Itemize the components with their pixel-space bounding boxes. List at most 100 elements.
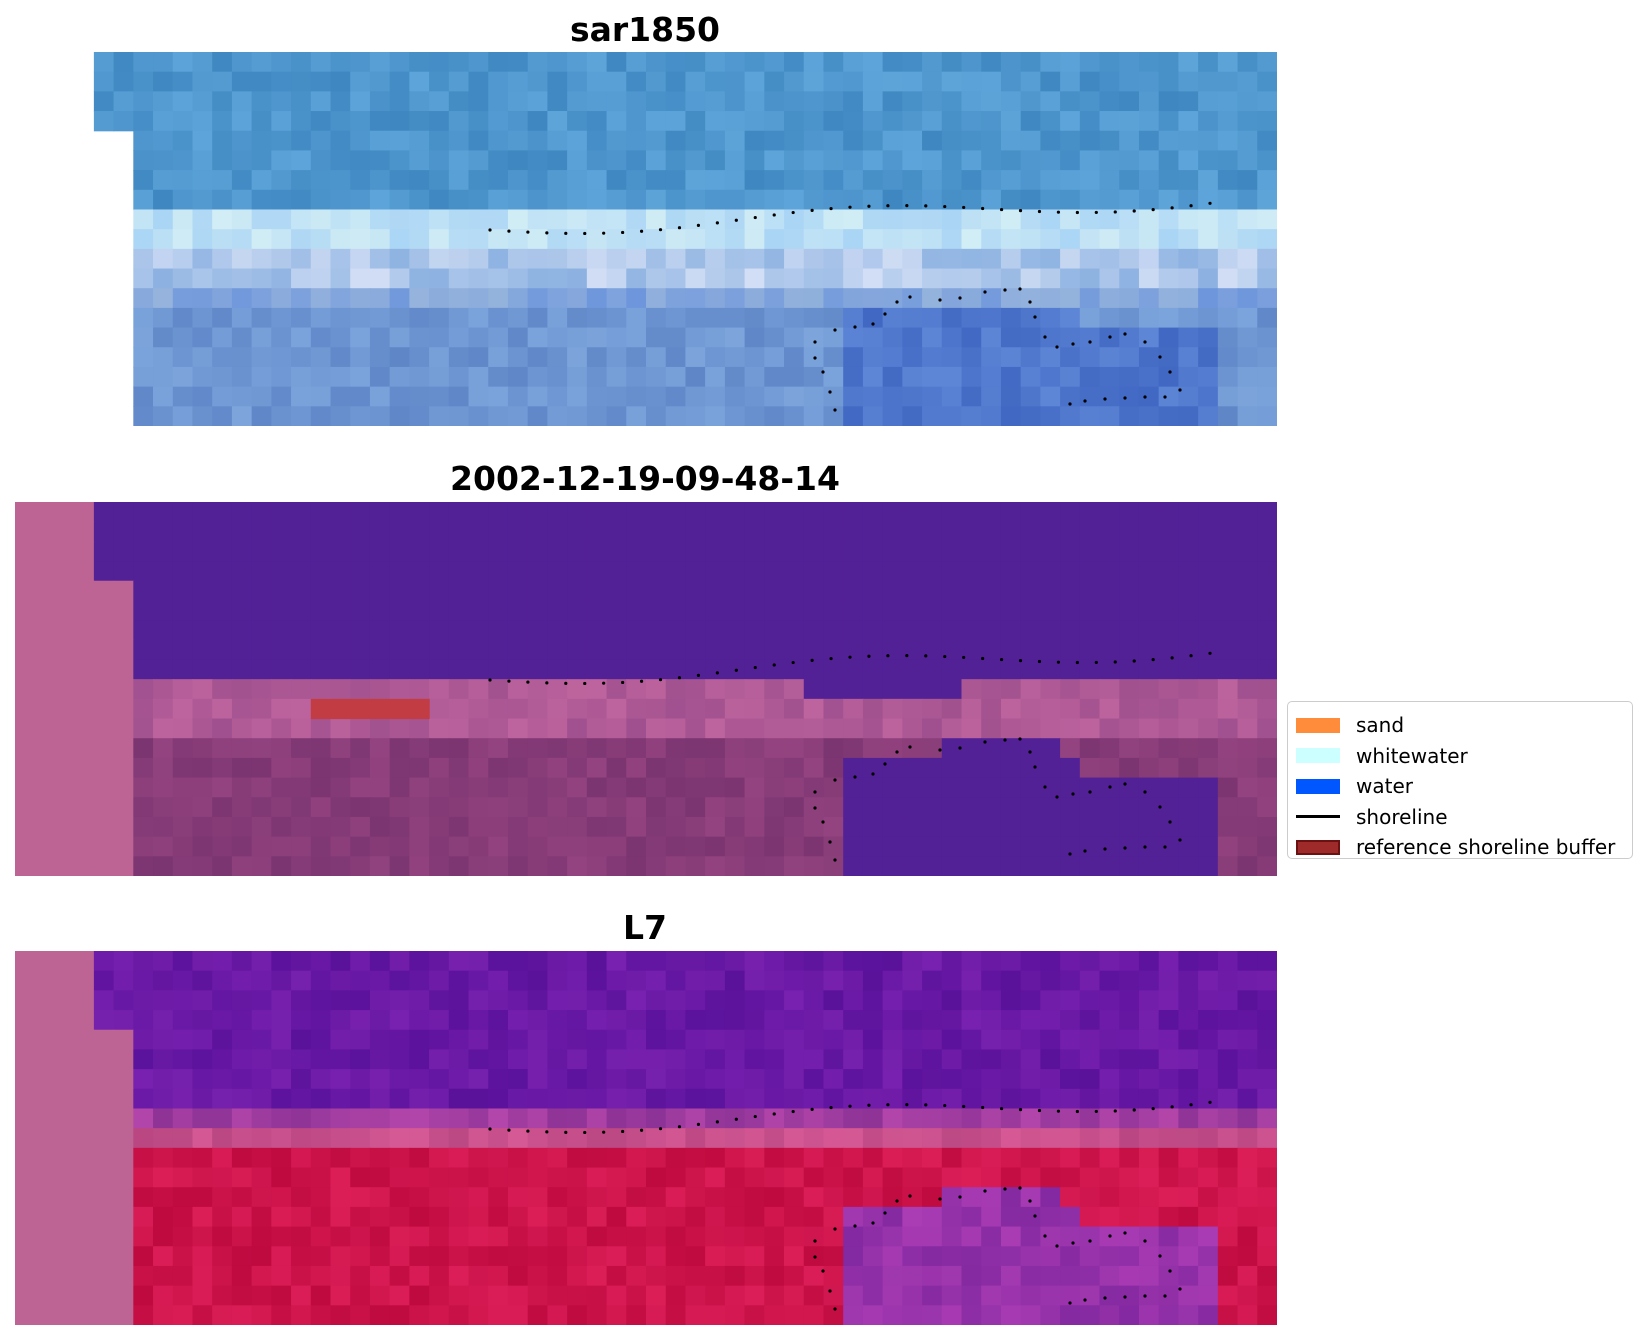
index-pixel	[389, 1226, 410, 1247]
image-pixel	[389, 248, 410, 270]
classification-pixel	[133, 797, 154, 818]
image-pixel	[1079, 130, 1101, 152]
index-pixel	[606, 1305, 627, 1325]
image-pixel	[488, 209, 509, 230]
image-pixel	[1257, 130, 1277, 152]
index-pixel	[941, 1069, 963, 1090]
classification-pixel	[961, 600, 982, 621]
index-pixel	[1257, 1010, 1277, 1031]
index-pixel	[941, 1010, 963, 1031]
classification-pixel	[350, 502, 371, 523]
index-pixel	[448, 1128, 470, 1149]
legend-label: shoreline	[1356, 804, 1448, 829]
classification-pixel	[922, 738, 943, 759]
image-pixel	[369, 288, 391, 309]
index-pixel	[803, 1187, 825, 1208]
index-pixel	[1138, 1049, 1160, 1070]
image-pixel	[310, 170, 332, 191]
image-pixel	[251, 268, 272, 289]
index-pixel	[586, 1246, 608, 1267]
classification-pixel	[803, 698, 825, 720]
classification-pixel	[1099, 639, 1120, 661]
classification-pixel	[705, 698, 726, 720]
index-pixel	[626, 1206, 647, 1228]
index-pixel	[389, 1265, 410, 1287]
shoreline-point	[829, 1105, 833, 1110]
classification-pixel	[941, 777, 963, 798]
image-pixel	[626, 268, 647, 289]
classification-pixel	[1000, 600, 1022, 621]
classification-pixel	[251, 757, 272, 779]
classification-pixel	[941, 738, 963, 759]
classification-pixel	[1079, 600, 1101, 621]
image-pixel	[823, 386, 844, 407]
image-pixel	[507, 170, 529, 191]
index-pixel	[1178, 1187, 1199, 1208]
image-pixel	[192, 386, 213, 407]
index-pixel	[1257, 1285, 1277, 1306]
classification-pixel	[902, 679, 923, 700]
index-pixel	[488, 1246, 509, 1267]
image-pixel	[330, 170, 351, 191]
image-pixel	[1119, 189, 1140, 211]
classification-pixel	[744, 757, 765, 779]
image-pixel	[724, 91, 746, 112]
classification-pixel	[1000, 718, 1022, 739]
index-pixel	[409, 970, 430, 991]
classification-pixel	[1000, 698, 1022, 720]
legend-item-whitewater: whitewater	[1296, 741, 1624, 772]
image-pixel	[724, 307, 746, 329]
image-pixel	[586, 130, 608, 152]
classification-pixel	[15, 757, 36, 779]
classification-pixel	[1257, 541, 1277, 562]
index-pixel	[1138, 1128, 1160, 1149]
index-pixel	[1198, 1049, 1219, 1070]
index-pixel	[1000, 1305, 1022, 1325]
shoreline-point	[602, 1130, 606, 1134]
image-pixel	[724, 150, 746, 171]
image-pixel	[1079, 386, 1101, 407]
classification-pixel	[981, 541, 1002, 562]
index-pixel	[1217, 1206, 1239, 1228]
index-pixel	[369, 1069, 391, 1090]
index-pixel	[350, 1029, 371, 1051]
classification-pixel	[567, 856, 588, 876]
shoreline-point	[1071, 1241, 1075, 1245]
classification-pixel	[133, 659, 154, 680]
classification-pixel	[468, 580, 489, 602]
index-pixel	[843, 1246, 864, 1267]
index-pixel	[113, 990, 134, 1011]
image-pixel	[646, 130, 667, 152]
image-pixel	[507, 327, 529, 348]
image-pixel	[764, 130, 785, 152]
classification-pixel	[153, 856, 174, 876]
classification-pixel	[1079, 757, 1101, 779]
classification-pixel	[784, 600, 805, 621]
classification-pixel	[153, 620, 174, 641]
image-pixel	[153, 189, 174, 211]
index-pixel	[941, 1206, 963, 1228]
classification-pixel	[192, 816, 213, 838]
image-pixel	[784, 52, 805, 73]
classification-pixel	[1217, 521, 1239, 542]
index-pixel	[941, 1128, 963, 1149]
classification-pixel	[74, 856, 95, 876]
image-pixel	[981, 209, 1002, 230]
index-pixel	[192, 1187, 213, 1208]
index-pixel	[843, 990, 864, 1011]
index-pixel	[271, 1088, 292, 1110]
image-pixel	[507, 406, 529, 426]
classification-pixel	[1158, 718, 1180, 739]
image-pixel	[685, 209, 706, 230]
image-pixel	[1119, 170, 1140, 191]
image-pixel	[409, 130, 430, 152]
image-pixel	[1237, 229, 1258, 250]
image-pixel	[843, 150, 864, 171]
shoreline-point	[621, 680, 625, 685]
classification-pixel	[1257, 502, 1277, 523]
image-pixel	[468, 52, 489, 73]
classification-pixel	[1257, 620, 1277, 641]
index-pixel	[646, 1147, 667, 1169]
index-pixel	[212, 1029, 233, 1051]
index-pixel	[843, 1206, 864, 1228]
